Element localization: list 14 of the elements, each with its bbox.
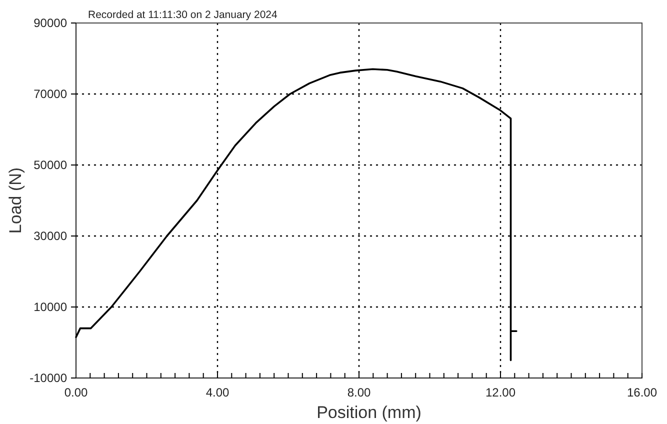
y-tick-label: 90000 <box>34 16 68 30</box>
x-tick-label: 0.00 <box>64 386 88 400</box>
x-tick-label: 12.00 <box>485 386 516 400</box>
x-tick-label: 4.00 <box>206 386 230 400</box>
y-tick-label: 70000 <box>34 86 68 101</box>
x-tick-label: 8.00 <box>347 386 371 400</box>
y-tick-label: 30000 <box>34 228 68 243</box>
y-tick-label: 10000 <box>34 300 68 314</box>
x-axis-title: Position (mm) <box>316 403 422 422</box>
y-tick-label: 50000 <box>34 158 68 172</box>
x-tick-label: 16.00 <box>626 386 658 400</box>
chart-title: Recorded at 11:11:30 on 2 January 2024 <box>88 9 278 21</box>
y-tick-label: -10000 <box>30 370 68 385</box>
y-axis-title: Load (N) <box>6 167 25 234</box>
